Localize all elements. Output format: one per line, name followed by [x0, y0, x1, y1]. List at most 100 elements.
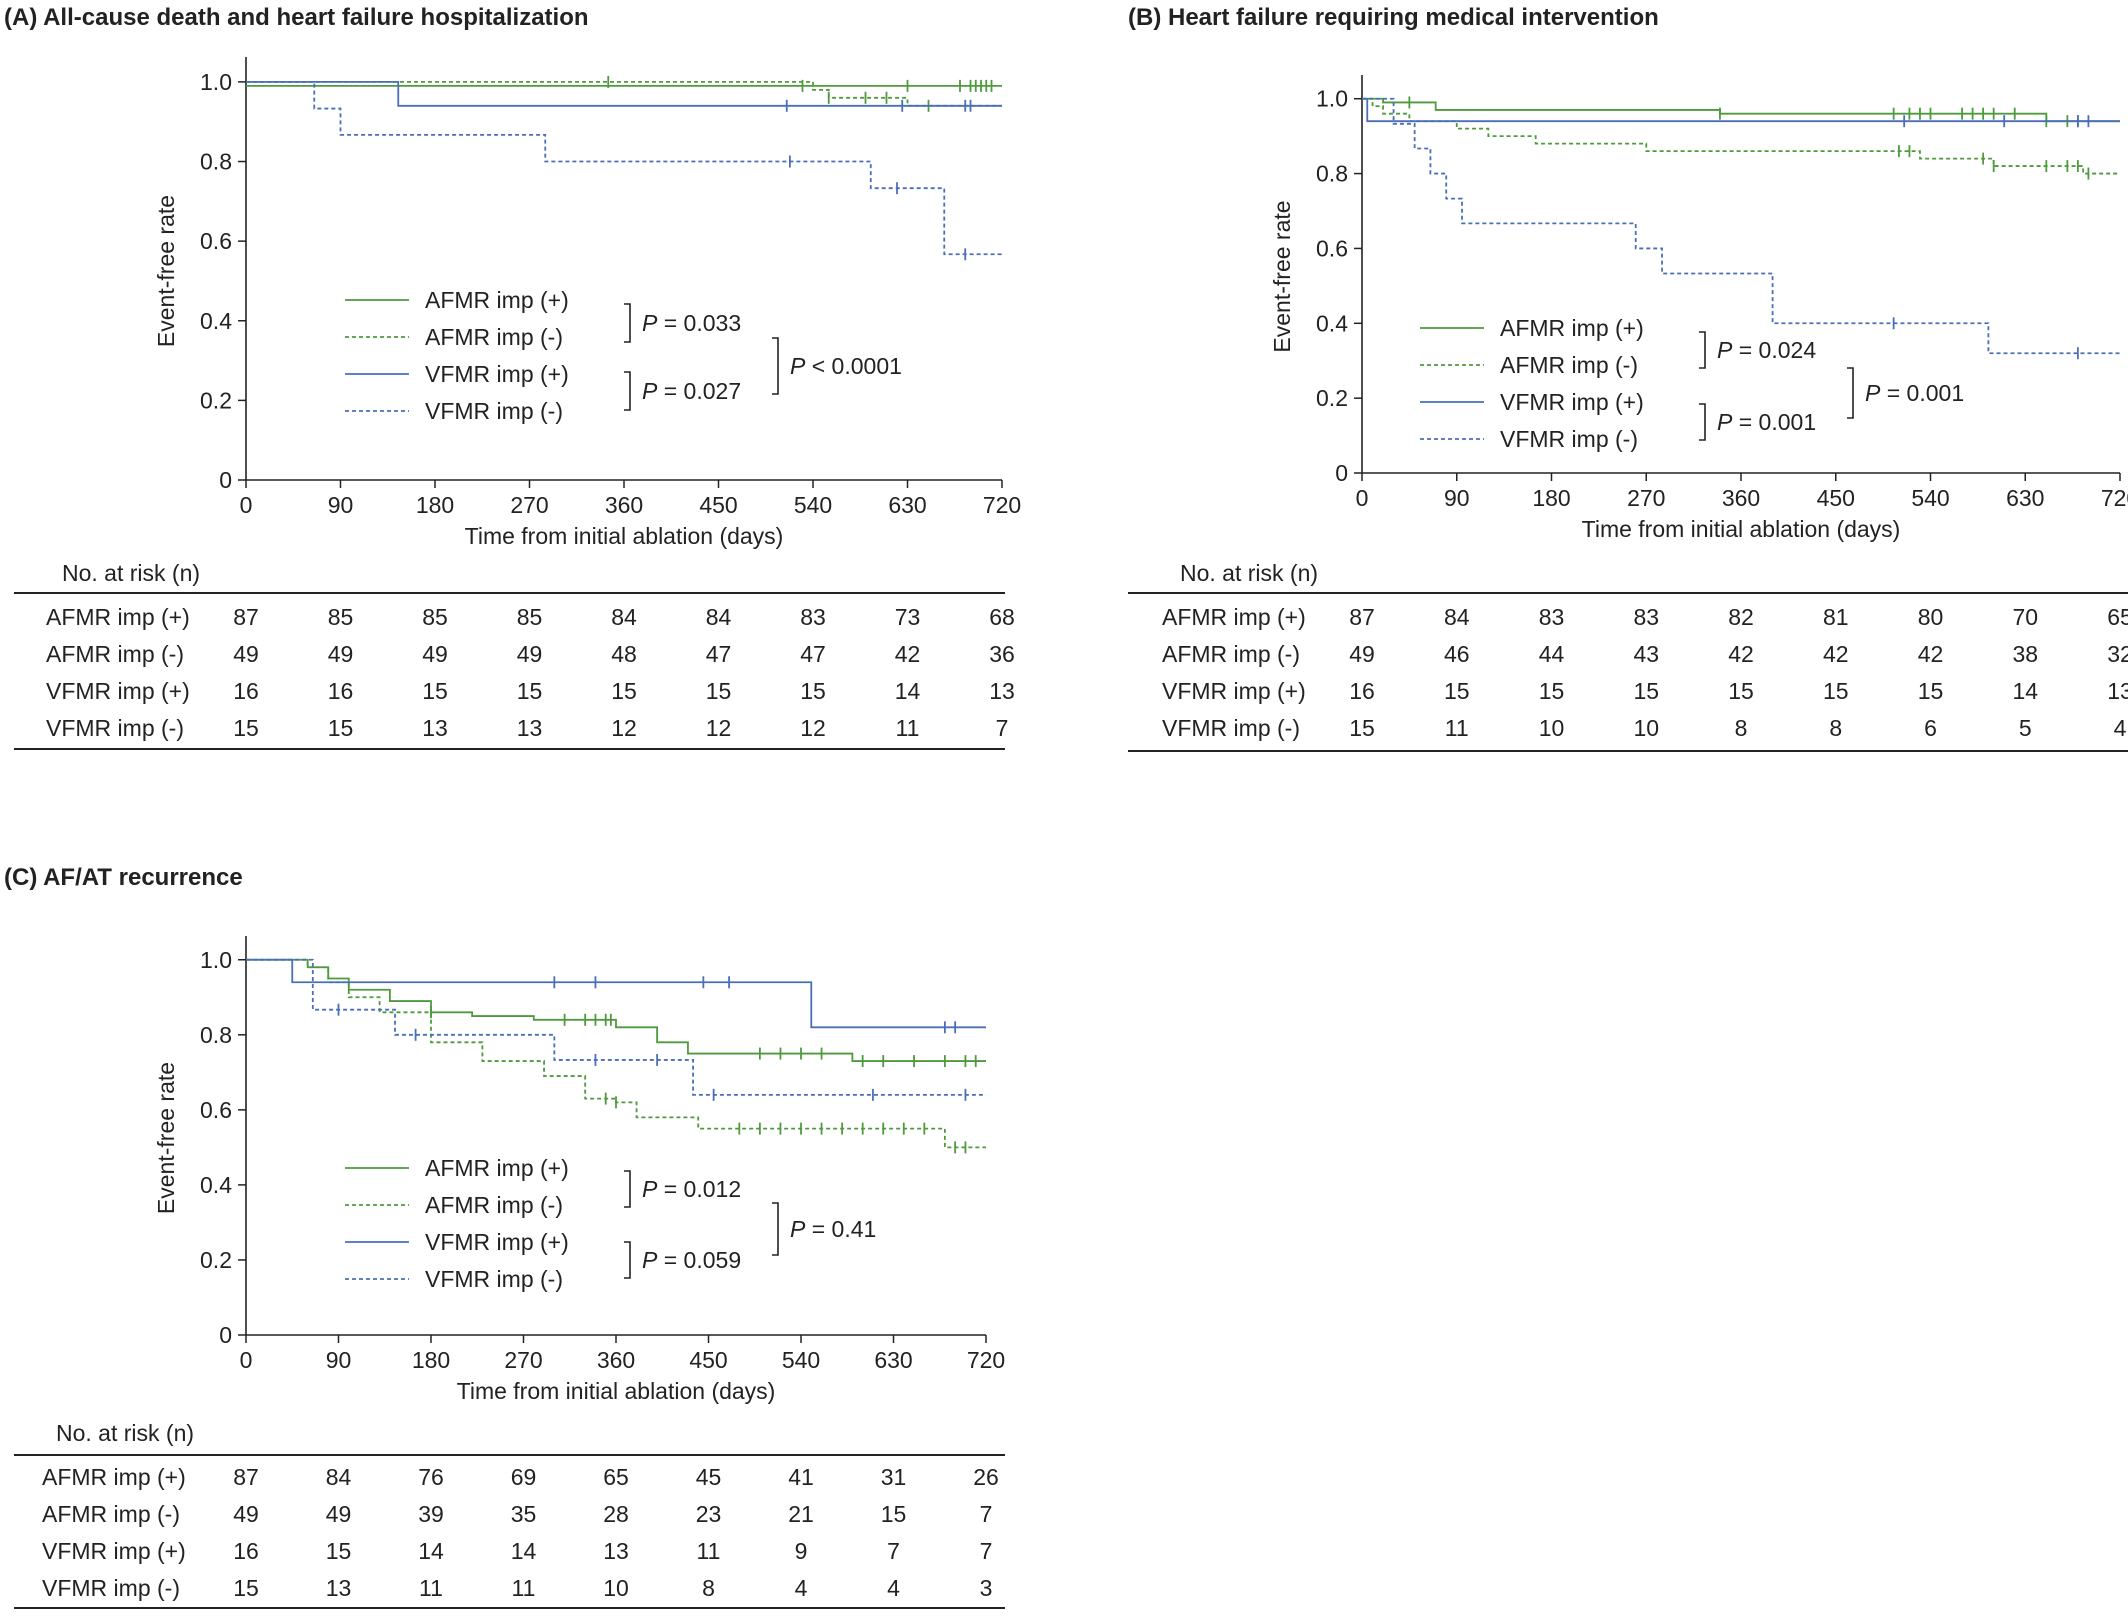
risk-cell: 84: [1443, 604, 1470, 630]
risk-heading: No. at risk (n): [62, 560, 201, 586]
risk-cell: 15: [880, 1501, 907, 1527]
x-axis-label: Time from initial ablation (days): [457, 1378, 776, 1404]
risk-cell: 4: [794, 1575, 808, 1601]
panel-b: (B) Heart failure requiring medical inte…: [1128, 0, 2128, 760]
series-line: [246, 81, 1002, 256]
risk-table: No. at risk (n) AFMR imp (+) 87 84 83 83 82 81…: [1128, 560, 2128, 760]
y-tick-label: 1.0: [200, 947, 232, 973]
risk-cell: 15: [516, 678, 543, 704]
risk-cell: 87: [233, 1464, 259, 1490]
risk-row: AFMR imp (-) 49 49 39 35 28 23 21 15 7: [0, 1501, 1070, 1537]
risk-cell: 6: [1924, 715, 1937, 741]
x-tick-label: 270: [504, 1347, 542, 1373]
risk-heading: No. at risk (n): [1180, 560, 1319, 586]
risk-cell: 13: [603, 1538, 629, 1564]
legend-label: AFMR imp (+): [1500, 315, 1644, 341]
risk-row-label: VFMR imp (+): [1162, 678, 1306, 704]
y-tick-label: 1.0: [200, 69, 232, 95]
x-axis-label: Time from initial ablation (days): [465, 523, 784, 549]
y-axis-label: Event-free rate: [153, 1062, 179, 1214]
series-line: [246, 958, 986, 1029]
y-axis-label: Event-free rate: [1269, 200, 1295, 352]
risk-cell: 14: [418, 1538, 444, 1564]
risk-cell: 14: [894, 678, 921, 704]
risk-cell: 68: [989, 604, 1015, 630]
risk-cell: 9: [794, 1538, 808, 1564]
pvalue-afmr: [624, 303, 631, 343]
legend-label: VFMR imp (+): [1500, 389, 1644, 415]
y-tick-label: 0.6: [1316, 235, 1348, 261]
risk-row: AFMR imp (+) 87 85 85 85 84 84 83 73 68: [0, 604, 1070, 640]
risk-row: AFMR imp (-) 49 49 49 49 48 47 47 42 36: [0, 641, 1070, 677]
risk-cell: 12: [611, 715, 637, 741]
risk-cell: 87: [1349, 604, 1375, 630]
risk-cell: 10: [1538, 715, 1565, 741]
x-tick-label: 270: [1627, 485, 1665, 511]
x-tick-label: 540: [782, 1347, 820, 1373]
risk-row-label: AFMR imp (+): [46, 604, 190, 630]
risk-cell: 49: [233, 1501, 259, 1527]
risk-cell: 81: [1822, 604, 1849, 630]
risk-cell: 10: [1633, 715, 1660, 741]
y-axis-label: Event-free rate: [153, 195, 179, 347]
risk-rule-bottom: [14, 748, 1005, 750]
risk-cell: 49: [233, 641, 259, 667]
risk-cell: 8: [1734, 715, 1748, 741]
risk-cell: 12: [800, 715, 826, 741]
risk-row-label: VFMR imp (+): [42, 1538, 186, 1564]
pvalue-vfmr: [624, 371, 631, 411]
risk-cell: 36: [989, 641, 1015, 667]
pvalue-overall-label: P = 0.001: [1865, 380, 1964, 406]
risk-row-label: AFMR imp (-): [42, 1501, 180, 1527]
risk-cell: 15: [233, 1575, 259, 1601]
legend-label: VFMR imp (+): [425, 361, 569, 387]
y-tick-label: 1.0: [1316, 86, 1348, 112]
risk-row-label: AFMR imp (+): [42, 1464, 186, 1490]
risk-cell: 46: [1443, 641, 1470, 667]
risk-row-label: AFMR imp (-): [46, 641, 184, 667]
risk-cell: 13: [2107, 678, 2128, 704]
pvalue-vfmr: [624, 1241, 631, 1279]
x-tick-label: 450: [689, 1347, 727, 1373]
risk-cell: 31: [880, 1464, 907, 1490]
risk-cell: 11: [895, 715, 920, 741]
risk-cell: 15: [327, 715, 354, 741]
panel-c: (C) AF/AT recurrence 0 0.2 0.4 0.6 0.8 1.0 0 90…: [0, 860, 1070, 1609]
risk-cell: 15: [705, 678, 732, 704]
y-tick-label: 0.6: [200, 1097, 232, 1123]
risk-cell: 42: [1728, 641, 1754, 667]
risk-cell: 10: [603, 1575, 629, 1601]
legend-label: VFMR imp (-): [425, 1266, 563, 1292]
risk-cell: 84: [611, 604, 637, 630]
risk-rule-bottom: [14, 1607, 1005, 1609]
pvalue-overall: [1847, 367, 1854, 419]
risk-row: VFMR imp (+) 16 15 14 14 13 11 9 7 7: [0, 1538, 1070, 1574]
risk-cell: 42: [1822, 641, 1849, 667]
risk-cell: 15: [1538, 678, 1565, 704]
series-line: [246, 81, 1002, 107]
risk-cell: 35: [510, 1501, 537, 1527]
risk-cell: 48: [611, 641, 637, 667]
legend-label: AFMR imp (+): [425, 1155, 569, 1181]
legend-label: AFMR imp (-): [1500, 352, 1638, 378]
risk-cell: 87: [233, 604, 259, 630]
series-line: [1362, 97, 2120, 355]
legend-label: AFMR imp (-): [425, 324, 563, 350]
series-line: [246, 81, 1002, 107]
risk-cell: 15: [1633, 678, 1660, 704]
risk-cell: 13: [516, 715, 543, 741]
y-tick-label: 0: [1335, 460, 1348, 486]
risk-row: AFMR imp (-) 49 46 44 43 42 42 42 38 32: [1128, 641, 2128, 677]
risk-cell: 12: [705, 715, 732, 741]
risk-cell: 44: [1538, 641, 1565, 667]
x-tick-label: 180: [1532, 485, 1570, 511]
risk-cell: 15: [1822, 678, 1849, 704]
risk-cell: 47: [800, 641, 826, 667]
y-tick-label: 0.4: [200, 308, 232, 334]
x-tick-label: 0: [240, 492, 253, 518]
series-line: [246, 958, 986, 1062]
risk-cell: 11: [511, 1575, 536, 1601]
risk-cell: 16: [233, 678, 259, 704]
risk-row-label: VFMR imp (-): [1162, 715, 1300, 741]
risk-cell: 76: [418, 1464, 444, 1490]
